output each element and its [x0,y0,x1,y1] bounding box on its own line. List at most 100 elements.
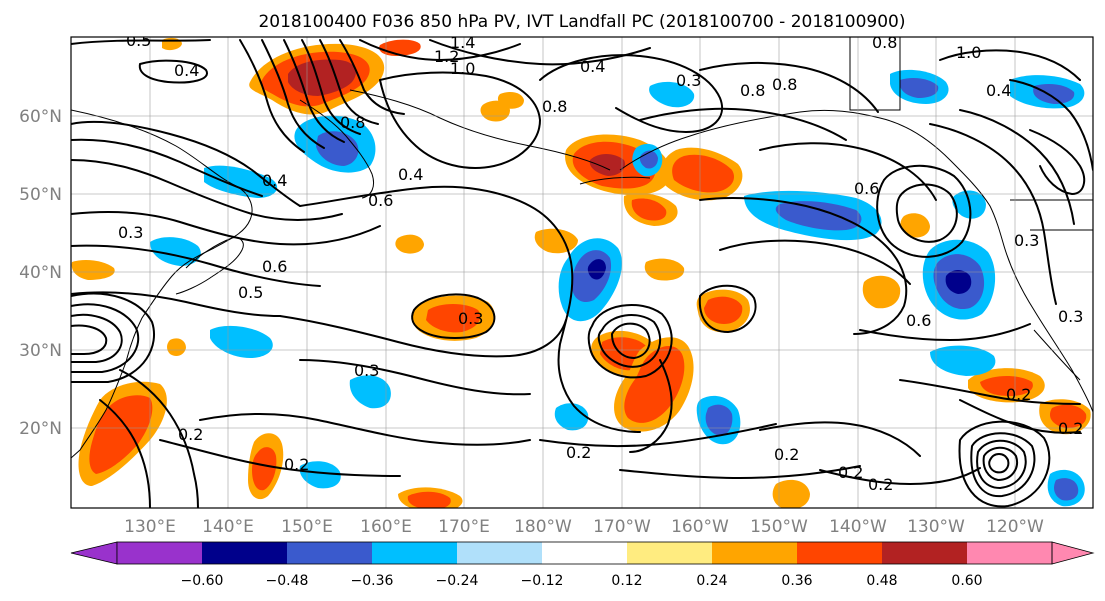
contour-label: 0.2 [178,425,203,444]
contour-label: 0.4 [398,165,423,184]
contour-label: 0.3 [1058,307,1083,326]
ivt-contour [71,324,108,355]
ivt-contour [279,315,567,358]
lon-label: 130°E [124,517,176,537]
pv-anomaly-negative [204,165,278,198]
contour-label: 0.2 [284,455,309,474]
lat-label: 40°N [19,263,62,283]
contour-label: 1.0 [956,43,981,62]
contour-label: 1.4 [450,33,475,52]
coastline-usa-border [1010,199,1093,231]
lat-label: 60°N [19,107,62,127]
pv-anomaly-negative [349,375,391,409]
pv-anomaly-positive [395,234,424,254]
ivt-contour [239,39,305,153]
ivt-contour [859,323,1031,341]
pv-anomaly-negative [587,259,606,280]
contour-label: 0.2 [868,475,893,494]
colorbar-tick-label: −0.60 [181,573,224,589]
ivt-contour [379,71,541,169]
coastlines [71,37,1093,459]
pv-anomaly-positive [631,198,667,221]
ivt-contour [71,211,381,246]
colorbar-segment [372,542,457,564]
pv-anomaly-positive [772,479,810,508]
ivt-contour [319,39,379,125]
pv-anomaly-negative [316,131,359,166]
colorbar-tick-label: 0.36 [781,573,812,589]
ivt-contour [1029,129,1086,195]
pv-anomaly-positive [252,447,277,491]
contour-label: 0.3 [1014,231,1039,250]
ivt-contour [699,197,908,335]
ivt-contour [301,39,361,135]
lat-label: 50°N [19,185,62,205]
contour-label: 0.3 [458,309,483,328]
lat-label: 20°N [19,419,62,439]
contour-label: 0.3 [118,223,143,242]
colorbar-extend-high [1051,541,1095,565]
ivt-contour [759,421,921,457]
contour-label: 0.4 [262,171,287,190]
pv-anomaly-positive [980,376,1033,396]
ivt-contour [959,399,1081,434]
ivt-contour [283,39,345,143]
colorbar-segment [202,542,287,564]
ivt-contour [597,314,662,368]
pv-anomaly-positive [167,338,186,356]
pv-anomaly-positive [589,154,626,176]
ivt-contour [759,142,937,201]
ivt-contour [1009,79,1093,171]
coastline-mexico [1033,329,1081,381]
colorbar-tick-label: 0.48 [866,573,897,589]
ivt-contour [119,369,199,508]
colorbar-segment [882,542,967,564]
colorbar-segment [287,542,372,564]
pv-anomaly-positive [704,296,743,324]
ivt-contours [71,39,1093,508]
contour-label: 0.6 [906,311,931,330]
pv-anomaly-positive [1049,404,1087,428]
pv-anomaly-negative [899,78,939,98]
ivt-contour [698,284,757,333]
ivt-contour [359,39,521,61]
pv-anomaly-negative [554,403,589,431]
lon-label: 150°E [281,517,333,537]
lon-label: 170°E [438,517,490,537]
colorbar-tick-label: 0.24 [696,573,727,589]
ivt-contour [411,293,496,339]
ivt-contour [299,359,531,396]
contour-label: 0.6 [854,179,879,198]
ivt-contour [71,244,321,287]
contour-label: 0.3 [676,71,701,90]
colorbar-segment [457,542,542,564]
ivt-contour [970,432,1036,498]
ivt-contour [899,379,1081,405]
coastline-asia [71,109,253,459]
contour-label: 0.8 [542,97,567,116]
pv-anomaly-negative [1054,478,1079,501]
ivt-contour [587,303,673,379]
contour-label: 0.8 [740,81,765,100]
ivt-contour [299,185,641,433]
ivt-contour [976,439,1027,489]
ivt-contour [929,123,1057,305]
lon-label: 170°W [593,517,651,537]
pv-anomaly-negative [1033,84,1075,104]
ivt-contour [619,465,861,479]
ivt-contour [199,413,531,446]
colorbar-tick-label: −0.36 [351,573,394,589]
pv-anomaly-negative [649,81,695,108]
contour-label: 0.3 [354,361,379,380]
contour-label: 0.2 [838,463,863,482]
coastline-japan [175,237,244,295]
colorbar-tick-label: 0.12 [611,573,642,589]
ivt-contour [71,291,281,317]
colorbar-extend-low [70,541,118,565]
ivt-contour [261,39,325,149]
contour-label: 0.8 [340,113,365,132]
lon-label: 140°W [829,517,887,537]
contour-label: 0.5 [238,283,263,302]
colorbar-segment [542,542,627,564]
